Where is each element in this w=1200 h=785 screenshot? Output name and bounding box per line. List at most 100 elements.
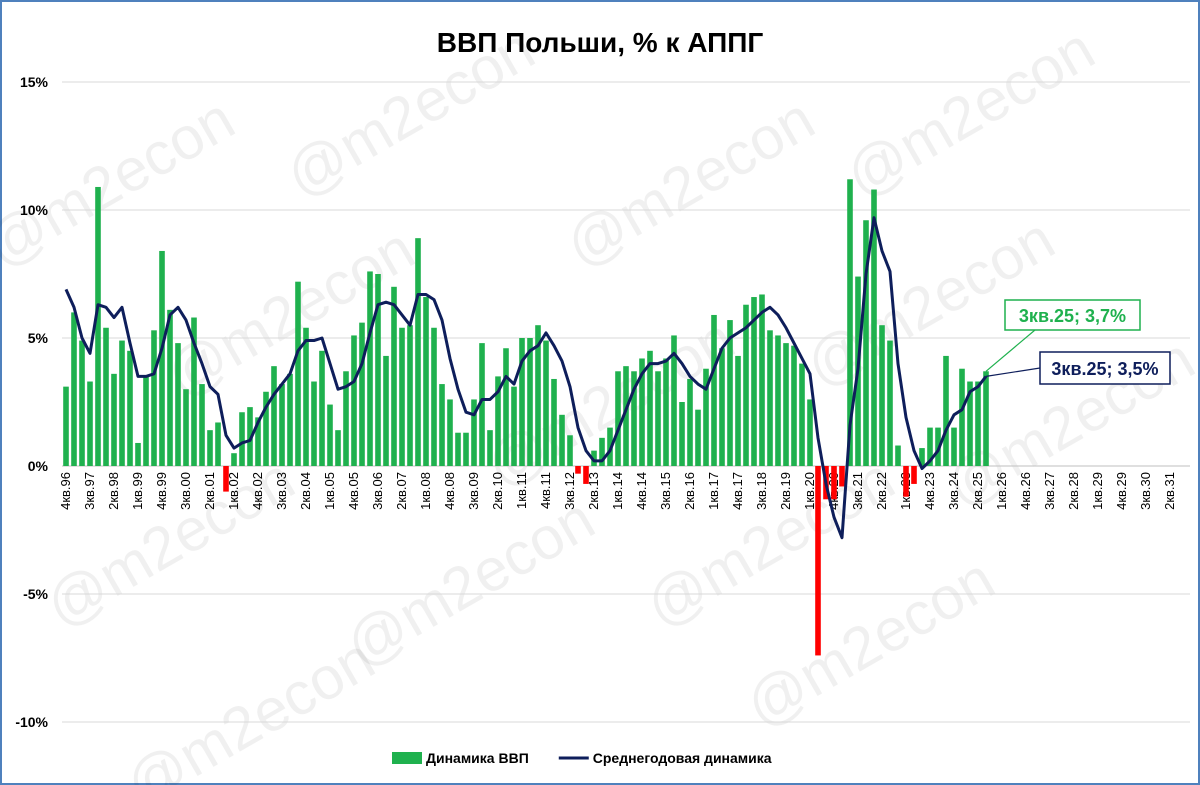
x-tick-label: 3кв.00: [178, 472, 193, 510]
bar: [655, 371, 661, 466]
bar: [231, 453, 237, 466]
bar: [815, 466, 821, 656]
bar: [551, 378, 557, 466]
bar: [407, 325, 413, 466]
bar: [711, 314, 717, 466]
legend-label: Динамика ВВП: [426, 750, 529, 766]
bar: [71, 312, 77, 466]
bar: [311, 381, 317, 466]
bar: [615, 371, 621, 466]
x-tick-label: 3кв.06: [370, 472, 385, 510]
bar: [743, 304, 749, 466]
bar: [687, 378, 693, 466]
bar: [567, 435, 573, 466]
x-tick-label: 4кв.29: [1114, 472, 1129, 510]
annotation-leader: [985, 367, 1041, 377]
bar: [719, 348, 725, 466]
x-tick-label: 2кв.01: [202, 472, 217, 510]
annotation: 3кв.25; 3,5%: [1051, 359, 1158, 379]
bar: [727, 320, 733, 466]
annotation: 3кв.25; 3,7%: [1019, 306, 1126, 326]
x-tick-label: 4кв.11: [538, 472, 553, 509]
legend-swatch: [392, 752, 422, 764]
bar: [303, 327, 309, 466]
bar: [943, 355, 949, 466]
bar: [103, 327, 109, 466]
x-tick-label: 3кв.24: [946, 472, 961, 510]
bar: [623, 366, 629, 466]
bar: [79, 340, 85, 466]
x-tick-label: 1кв.11: [514, 472, 529, 509]
x-tick-label: 1кв.05: [322, 472, 337, 510]
bar: [791, 345, 797, 466]
bar: [807, 399, 813, 466]
bar: [87, 381, 93, 466]
x-tick-label: 3кв.12: [562, 472, 577, 510]
bar: [911, 466, 917, 484]
bar: [343, 371, 349, 466]
bar: [207, 430, 213, 466]
bar: [471, 399, 477, 466]
bar: [183, 389, 189, 466]
bar: [319, 350, 325, 466]
bar: [431, 327, 437, 466]
annotation-box: [1039, 351, 1171, 385]
y-tick-label: -10%: [15, 714, 48, 730]
bar: [759, 294, 765, 466]
bar: [175, 343, 181, 466]
chart-title: ВВП Польши, % к АППГ: [437, 27, 764, 58]
bar: [927, 427, 933, 466]
bar: [631, 371, 637, 466]
bar: [383, 355, 389, 466]
bar: [583, 466, 589, 484]
x-tick-label: 4кв.99: [154, 472, 169, 510]
bar: [351, 335, 357, 466]
x-tick-label: 4кв.02: [250, 472, 265, 510]
bar: [831, 466, 837, 500]
bar: [63, 386, 69, 466]
bar: [439, 384, 445, 466]
bar: [751, 297, 757, 466]
x-tick-label: 1кв.20: [802, 472, 817, 510]
bar: [783, 343, 789, 466]
bar: [415, 238, 421, 466]
bar: [503, 348, 509, 466]
x-tick-label: 2кв.10: [490, 472, 505, 510]
x-tick-label: 2кв.98: [106, 472, 121, 510]
bar: [335, 430, 341, 466]
x-tick-label: 4кв.26: [1018, 472, 1033, 510]
x-tick-label: 1кв.29: [1090, 472, 1105, 510]
plot: -10% -5% 0% 5% 10% 15% 4кв.96 3кв.97 2кв.98 1кв.9…: [15, 74, 1190, 766]
x-tick-label: 4кв.05: [346, 472, 361, 510]
y-tick-label: -5%: [23, 586, 48, 602]
y-tick-label: 5%: [28, 330, 49, 346]
bar: [511, 386, 517, 466]
bar: [639, 358, 645, 466]
bar: [671, 335, 677, 466]
bar: [519, 338, 525, 466]
bar: [951, 427, 957, 466]
bar: [879, 325, 885, 466]
bar: [647, 350, 653, 466]
x-tick-label: 2кв.07: [394, 472, 409, 510]
bar: [359, 322, 365, 466]
x-tick-label: 1кв.08: [418, 472, 433, 510]
bar: [223, 466, 229, 492]
bar: [199, 384, 205, 466]
bar: [463, 432, 469, 466]
bar: [967, 381, 973, 466]
bar: [455, 432, 461, 466]
x-tick-label: 1кв.17: [706, 472, 721, 510]
bar: [903, 466, 909, 497]
bar: [263, 391, 269, 466]
bar: [95, 186, 101, 466]
bar: [527, 338, 533, 466]
bar: [215, 422, 221, 466]
bar: [375, 274, 381, 466]
bar: [975, 381, 981, 466]
bar: [599, 437, 605, 466]
x-tick-label: 3кв.18: [754, 472, 769, 510]
bar: [119, 340, 125, 466]
annotation-leader: [985, 329, 1036, 372]
bar: [271, 366, 277, 466]
